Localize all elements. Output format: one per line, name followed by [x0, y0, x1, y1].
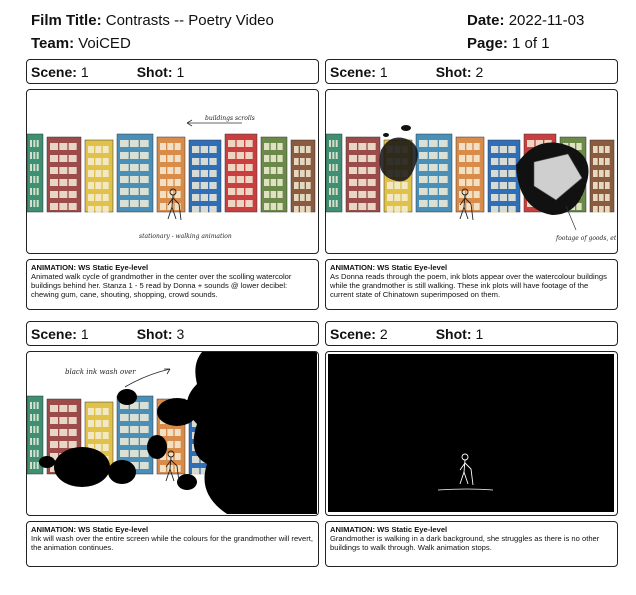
scene-label: Scene:: [31, 325, 77, 342]
panel-2-shot-bar: Scene: 1 Shot: 2: [325, 59, 618, 84]
shot-number: 1: [475, 325, 484, 342]
panel-4-sketch: [328, 354, 614, 512]
team: Team: VoiCED: [31, 35, 131, 52]
panel-1-frame: buildings scrolls stationary - walking a…: [26, 89, 319, 254]
shot-number: 1: [176, 63, 185, 80]
dark-background: [328, 354, 614, 512]
panel-2-description: ANIMATION: WS Static Eye-level As Donna …: [325, 259, 618, 310]
film-title: Film Title: Contrasts -- Poetry Video: [31, 12, 274, 29]
annotation-footage: footage of goods, etc.: [555, 235, 616, 242]
shot-label: Shot:: [136, 325, 173, 342]
scene-label: Scene:: [31, 63, 77, 80]
shot-number: 2: [475, 63, 484, 80]
scene-number: 1: [80, 325, 89, 342]
buildings-illustration: [27, 133, 316, 213]
ink-wash: [39, 352, 317, 514]
date-label: Date:: [467, 12, 505, 29]
panel-1-shot-bar: Scene: 1 Shot: 1: [26, 59, 319, 84]
panel-1-description: ANIMATION: WS Static Eye-level Animated …: [26, 259, 319, 310]
footage-inset: [533, 153, 583, 201]
panel-3-frame: black ink wash over: [26, 351, 319, 516]
shot-label: Shot:: [435, 63, 472, 80]
shot-number: 3: [176, 325, 185, 342]
scene-number: 1: [379, 63, 388, 80]
scene-number: 2: [379, 325, 388, 342]
description-title: ANIMATION: WS Static Eye-level: [330, 263, 448, 272]
shot-label: Shot:: [435, 325, 472, 342]
panel-4-description: ANIMATION: WS Static Eye-level Grandmoth…: [325, 521, 618, 567]
panel-2-sketch: footage of goods, etc.: [326, 125, 616, 242]
date-value: 2022-11-03: [508, 12, 585, 29]
grandmother-figure: [459, 453, 474, 486]
panel-3-sketch: black ink wash over: [27, 352, 317, 514]
scene-label: Scene:: [330, 325, 376, 342]
annotation-walk: stationary - walking animation: [139, 233, 232, 240]
panel-4-frame: [325, 351, 618, 516]
page-value: 1 of 1: [512, 35, 550, 52]
description-body: Ink will wash over the entire screen whi…: [31, 534, 313, 552]
annotation-ink: black ink wash over: [65, 368, 136, 376]
grandmother-figure: [165, 450, 180, 483]
grandmother-figure: [167, 188, 182, 221]
description-body: Grandmother is walking in a dark backgro…: [330, 534, 600, 552]
date: Date: 2022-11-03: [467, 12, 584, 29]
description-body: As Donna reads through the poem, ink blo…: [330, 272, 607, 299]
shot-label: Shot:: [136, 63, 173, 80]
description-title: ANIMATION: WS Static Eye-level: [330, 525, 448, 534]
scene-label: Scene:: [330, 63, 376, 80]
page-label: Page:: [467, 35, 508, 52]
team-value: VoiCED: [78, 35, 131, 52]
team-label: Team:: [31, 35, 75, 52]
panel-1-sketch: buildings scrolls stationary - walking a…: [27, 115, 316, 240]
annotation-scroll: buildings scrolls: [205, 115, 255, 122]
description-title: ANIMATION: WS Static Eye-level: [31, 525, 149, 534]
panel-4-shot-bar: Scene: 2 Shot: 1: [325, 321, 618, 346]
panel-3-description: ANIMATION: WS Static Eye-level Ink will …: [26, 521, 319, 567]
scene-number: 1: [80, 63, 89, 80]
page-number: Page: 1 of 1: [467, 35, 550, 52]
description-body: Animated walk cycle of grandmother in th…: [31, 272, 292, 299]
grandmother-figure: [459, 188, 474, 221]
film-title-value: Contrasts -- Poetry Video: [105, 12, 274, 29]
description-title: ANIMATION: WS Static Eye-level: [31, 263, 149, 272]
film-title-label: Film Title:: [31, 12, 102, 29]
panel-2-frame: footage of goods, etc.: [325, 89, 618, 254]
panel-3-shot-bar: Scene: 1 Shot: 3: [26, 321, 319, 346]
